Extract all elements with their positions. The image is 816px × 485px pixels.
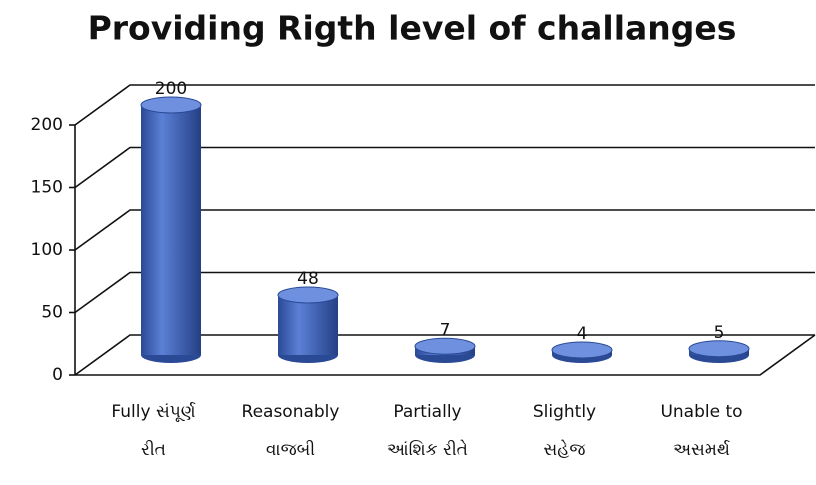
x-tick-label: આંશિક રીતે [387, 439, 468, 460]
grid-line [74, 209, 815, 251]
bar-top [688, 340, 750, 358]
grid-line [74, 334, 815, 376]
y-tick-label: 200 [31, 115, 63, 135]
bar-top [414, 337, 476, 355]
bar-body [278, 295, 338, 355]
x-tick-label: Fully સંપૂર્ણ [111, 402, 195, 422]
bar [551, 341, 613, 363]
bar-body [141, 105, 201, 355]
bar [688, 340, 750, 363]
x-tick-label: Partially [393, 402, 461, 422]
x-tick-label: અસમર્થ [673, 440, 730, 460]
bar-top [277, 286, 339, 304]
x-tick-label: Slightly [533, 402, 596, 422]
data-label: 7 [440, 320, 451, 340]
data-label: 4 [577, 324, 588, 344]
data-label: 48 [297, 269, 319, 289]
x-tick-label: સહેજ [544, 439, 587, 460]
y-tick-label: 0 [52, 365, 63, 385]
bar [277, 286, 339, 363]
x-tick-label: રીત [141, 440, 166, 460]
x-tick-label: Reasonably [242, 402, 340, 422]
y-tick-label: 100 [31, 240, 63, 260]
x-tick-label: Unable to [660, 402, 742, 422]
data-label: 200 [155, 79, 187, 99]
bar-top [140, 96, 202, 114]
grid-line [74, 84, 815, 126]
chart-title: Providing Rigth level of challanges [88, 9, 737, 48]
bar-top [551, 341, 613, 359]
grid-line [74, 146, 815, 189]
grid-line [74, 271, 815, 314]
x-tick-label: વાજબી [266, 440, 315, 460]
bar [414, 337, 476, 363]
floor [75, 334, 816, 376]
data-label: 5 [714, 323, 725, 343]
bar [140, 96, 202, 363]
y-tick-label: 50 [41, 303, 63, 323]
y-tick-label: 150 [31, 178, 63, 198]
